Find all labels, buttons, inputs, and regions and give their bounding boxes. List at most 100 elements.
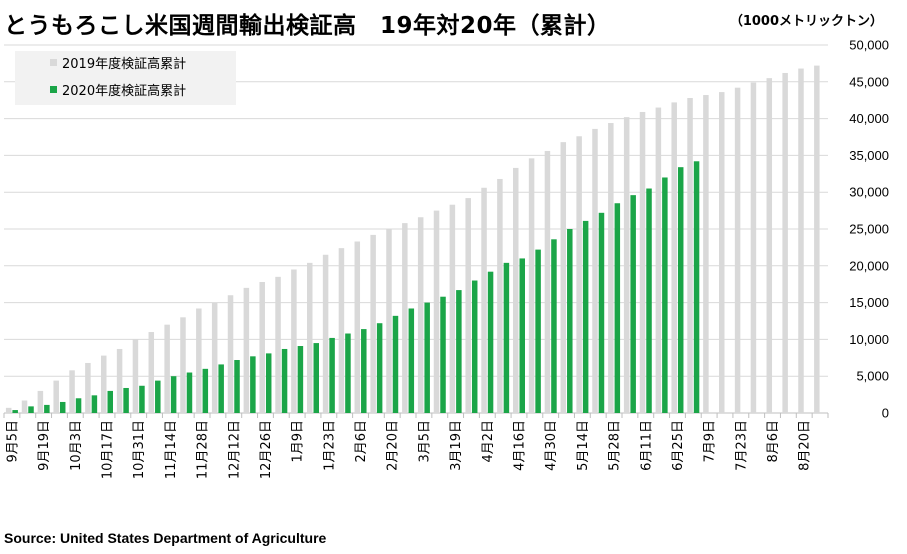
bar-2019 bbox=[734, 87, 741, 414]
bar-2020 bbox=[376, 323, 383, 413]
bar-2019 bbox=[148, 332, 155, 413]
legend-label-2020: 2020年度検証高累計 bbox=[62, 83, 186, 99]
bar-2019 bbox=[101, 355, 107, 413]
y-tick-label: 45,000 bbox=[849, 74, 889, 89]
bar-2020 bbox=[582, 220, 589, 413]
bar-2019 bbox=[164, 324, 170, 413]
bar-2020 bbox=[662, 177, 668, 413]
bar-2019 bbox=[671, 102, 677, 414]
x-tick-label: 4月16日 bbox=[513, 420, 528, 471]
bar-2020 bbox=[281, 348, 288, 413]
bar-2019 bbox=[196, 308, 202, 413]
bar-2020 bbox=[59, 401, 66, 413]
bar-2019 bbox=[719, 92, 725, 413]
y-tick-label: 10,000 bbox=[849, 332, 889, 347]
bar-2019 bbox=[180, 317, 186, 413]
bar-2019 bbox=[814, 65, 820, 413]
x-tick-label: 10月31日 bbox=[132, 420, 147, 479]
y-tick-label: 5,000 bbox=[856, 369, 889, 384]
bar-2020 bbox=[424, 302, 430, 413]
bar-2019 bbox=[433, 210, 440, 413]
bar-2019 bbox=[21, 400, 28, 413]
bar-2019 bbox=[370, 234, 376, 413]
bar-2019 bbox=[354, 241, 361, 413]
chart-title: とうもろこし米国週間輸出検証高 19年対20年（累計） bbox=[4, 13, 611, 39]
bar-2019 bbox=[402, 223, 408, 413]
x-tick-label: 8月20日 bbox=[798, 420, 813, 471]
bar-2020 bbox=[12, 410, 18, 413]
bar-2020 bbox=[265, 353, 272, 413]
series-2020-bars bbox=[12, 161, 700, 413]
x-tick-label: 6月25日 bbox=[671, 420, 686, 471]
x-tick-label: 1月23日 bbox=[322, 420, 337, 471]
x-tick-label: 4月30日 bbox=[544, 420, 559, 471]
x-tick-label: 10月3日 bbox=[69, 420, 84, 471]
bar-2019 bbox=[132, 339, 139, 413]
bar-2019 bbox=[766, 78, 773, 414]
bar-2020 bbox=[170, 376, 177, 413]
bar-2019 bbox=[275, 276, 281, 413]
source-note: Source: United States Department of Agri… bbox=[4, 530, 327, 546]
x-tick-label: 3月19日 bbox=[449, 420, 464, 471]
bar-2020 bbox=[630, 195, 636, 413]
x-tick-label: 5月28日 bbox=[608, 420, 623, 471]
bar-2020 bbox=[392, 315, 399, 413]
legend-swatch-2020 bbox=[50, 86, 57, 93]
bar-2019 bbox=[386, 229, 392, 413]
bar-2019 bbox=[116, 348, 123, 413]
bar-2019 bbox=[291, 269, 297, 413]
bar-2019 bbox=[69, 370, 75, 413]
x-tick-label: 7月23日 bbox=[734, 420, 749, 471]
bar-2019 bbox=[655, 107, 662, 413]
x-tick-label: 6月11日 bbox=[639, 420, 654, 471]
x-tick-label: 10月17日 bbox=[101, 420, 116, 479]
bar-2019 bbox=[85, 362, 91, 413]
bar-2020 bbox=[693, 161, 700, 413]
bar-2020 bbox=[535, 249, 541, 413]
bar-2019 bbox=[687, 97, 693, 413]
bar-2019 bbox=[576, 136, 582, 413]
bar-2019 bbox=[5, 407, 12, 413]
bar-2020 bbox=[471, 280, 478, 413]
bar-2019 bbox=[513, 167, 519, 413]
y-tick-label: 0 bbox=[882, 406, 889, 421]
bar-2020 bbox=[202, 368, 209, 413]
bar-2020 bbox=[503, 262, 510, 413]
y-tick-label: 20,000 bbox=[849, 258, 889, 273]
y-axis-unit-label: （1000メトリックトン） bbox=[729, 14, 883, 29]
y-tick-label: 40,000 bbox=[849, 111, 889, 126]
bar-2020 bbox=[107, 390, 113, 413]
bar-2020 bbox=[456, 290, 462, 413]
bar-2020 bbox=[234, 360, 240, 413]
bar-2019 bbox=[592, 128, 598, 414]
legend-swatch-2019 bbox=[50, 59, 57, 66]
bar-2020 bbox=[250, 356, 256, 413]
bar-2019 bbox=[560, 142, 567, 414]
bar-2020 bbox=[519, 258, 525, 413]
bar-2020 bbox=[218, 364, 224, 413]
bar-2019 bbox=[211, 302, 218, 413]
legend: 2019年度検証高累計 2020年度検証高累計 bbox=[15, 51, 236, 105]
bar-2020 bbox=[123, 387, 129, 413]
bar-2020 bbox=[677, 167, 684, 413]
x-tick-label: 11月28日 bbox=[196, 420, 211, 479]
y-tick-label: 25,000 bbox=[849, 222, 889, 237]
bar-2020 bbox=[345, 333, 351, 413]
bar-2020 bbox=[487, 271, 494, 413]
bar-2019 bbox=[782, 72, 788, 413]
bar-2020 bbox=[646, 188, 652, 413]
x-tick-label: 3月5日 bbox=[417, 420, 432, 463]
bar-2019 bbox=[798, 68, 804, 413]
bar-2019 bbox=[449, 204, 456, 413]
bar-2020 bbox=[329, 337, 335, 413]
bar-2020 bbox=[297, 346, 304, 413]
x-tick-label: 4月2日 bbox=[481, 420, 496, 463]
bar-2020 bbox=[567, 229, 573, 413]
y-tick-label: 15,000 bbox=[849, 295, 889, 310]
bar-2019 bbox=[338, 248, 345, 413]
bar-2020 bbox=[139, 385, 145, 413]
bar-2019 bbox=[322, 254, 329, 413]
legend-label-2019: 2019年度検証高累計 bbox=[62, 56, 186, 72]
bar-2020 bbox=[440, 296, 446, 413]
